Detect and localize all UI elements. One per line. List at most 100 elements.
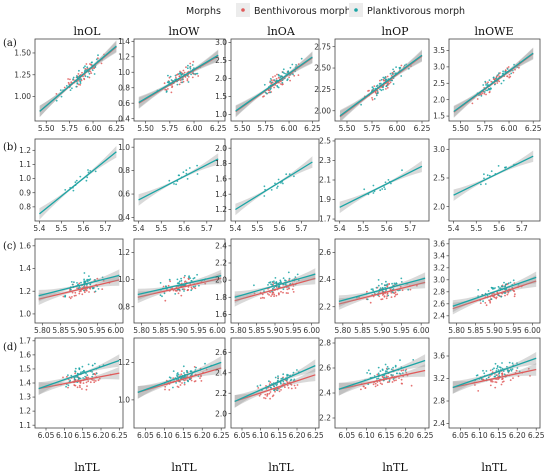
data-point [398, 377, 400, 379]
x-axis-label: lnTL [268, 461, 294, 474]
x-axis-label: lnTL [74, 461, 100, 474]
data-point [491, 368, 494, 371]
y-tick-label: 1.2 [118, 248, 130, 257]
data-point [197, 75, 200, 77]
data-point [62, 376, 64, 379]
data-point [287, 271, 290, 274]
data-point [194, 369, 197, 371]
data-point [282, 71, 284, 74]
row-label: (b) [3, 142, 17, 153]
data-point [63, 86, 66, 89]
data-point [181, 288, 184, 291]
data-point [492, 78, 495, 80]
data-point [390, 374, 392, 376]
y-tick-label: 2.1 [319, 176, 331, 185]
data-point [263, 185, 266, 188]
data-point [506, 68, 509, 70]
x-tick-label: 5.7 [99, 224, 111, 233]
data-point [385, 375, 388, 378]
data-point [280, 281, 282, 284]
y-tick-label: 3.2 [433, 263, 445, 272]
panel-c-lnOL: 5.80 5.85 5.90 5.95 6.00 1.0 1.2 1.4 1.6 [19, 238, 124, 335]
data-point [293, 74, 296, 77]
x-axis-label: lnTL [171, 461, 197, 474]
data-point [292, 371, 295, 374]
data-point [290, 378, 293, 381]
data-point [512, 71, 515, 74]
y-tick-label: 1.50 [14, 49, 31, 58]
data-point [377, 377, 380, 380]
data-point [279, 76, 282, 79]
data-point [390, 182, 392, 185]
fit-line [234, 273, 316, 298]
data-point [271, 281, 274, 283]
data-point [377, 284, 380, 287]
data-point [484, 183, 487, 185]
data-point [394, 294, 397, 296]
y-tick-label: 2.6 [433, 299, 445, 308]
data-point [185, 172, 188, 175]
x-tick-label: 5.5 [55, 224, 67, 233]
y-tick-label: 2.4 [319, 389, 331, 398]
data-point [73, 281, 75, 284]
data-point [491, 380, 494, 383]
data-point [78, 282, 81, 285]
data-point [479, 302, 482, 304]
y-tick-label: 0.8 [19, 202, 31, 211]
data-point [175, 382, 178, 384]
data-point [182, 365, 185, 368]
data-point [167, 284, 170, 287]
data-point [93, 373, 96, 375]
y-tick-label: 1.1 [19, 421, 31, 430]
data-point [360, 103, 362, 106]
data-point [159, 282, 162, 284]
x-tick-label: 5.75 [257, 124, 274, 133]
data-point [398, 66, 401, 69]
data-point [484, 80, 487, 83]
y-tick-label: 1.7 [319, 215, 331, 224]
data-point [164, 88, 167, 91]
x-tick-label: 5.50 [137, 124, 154, 133]
x-tick-label: 6.05 [452, 431, 469, 440]
data-point [170, 79, 173, 81]
data-point [371, 86, 374, 89]
data-point [186, 370, 189, 372]
data-point [515, 369, 518, 372]
data-point [482, 300, 484, 303]
panel-frame [34, 337, 124, 429]
data-point [72, 76, 75, 79]
data-point [83, 272, 86, 274]
data-point [273, 280, 275, 283]
y-tick-label: 1.8 [215, 159, 227, 168]
x-tick-label: 6.05 [38, 431, 55, 440]
data-point [376, 373, 379, 376]
y-tick-label: 2.3 [319, 156, 331, 165]
panel-a-lnOP: 5.50 5.75 6.00 6.25 2.00 2.25 2.50 2.75 [314, 38, 431, 133]
data-point [399, 359, 401, 361]
data-point [490, 170, 493, 173]
panel-d-lnOP: 6.05 6.10 6.15 6.20 6.25 2.2 2.4 2.6 2.8 [319, 337, 434, 440]
data-point [282, 277, 285, 280]
data-point [400, 277, 403, 280]
data-point [85, 376, 88, 379]
data-point [64, 189, 67, 191]
x-tick-label: 5.80 [448, 326, 465, 335]
data-point [471, 102, 474, 105]
data-point [76, 75, 78, 77]
data-point [273, 295, 275, 298]
data-point [293, 384, 296, 387]
data-point [81, 293, 84, 296]
y-tick-label: 0.8 [118, 166, 130, 175]
data-point [195, 366, 197, 369]
data-point [390, 368, 393, 371]
data-point [177, 292, 180, 295]
data-point [385, 297, 388, 300]
data-point [394, 283, 397, 286]
data-point [369, 301, 372, 304]
x-tick-label: 5.7 [295, 224, 307, 233]
fit-line [453, 52, 534, 113]
data-point [74, 370, 77, 373]
data-point [364, 387, 367, 389]
data-point [192, 285, 195, 288]
